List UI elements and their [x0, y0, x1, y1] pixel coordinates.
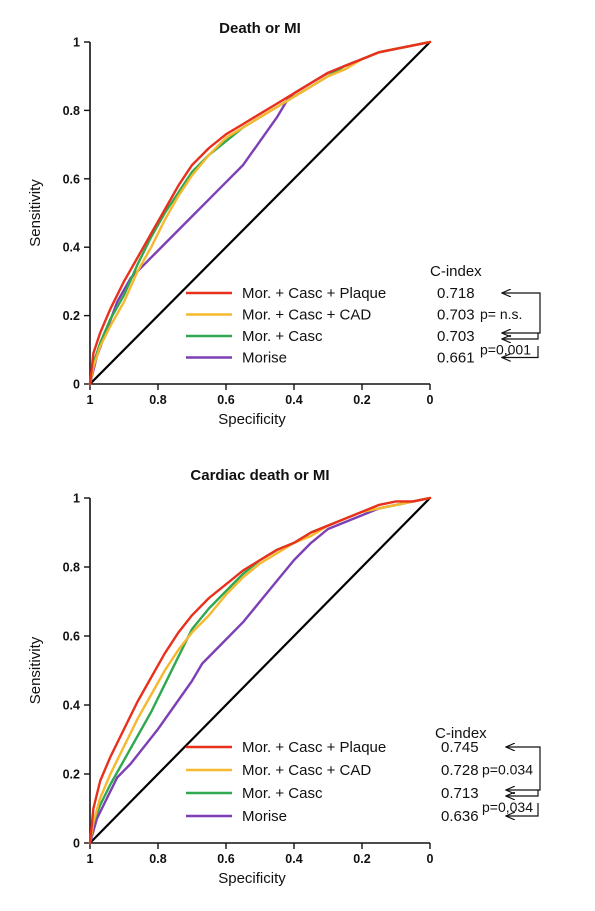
comparison-arrow-to [506, 754, 541, 790]
legend-label: Mor. + Casc + Plaque [242, 285, 386, 302]
x-tick-label: 0.6 [217, 852, 234, 866]
x-tick-label: 1 [87, 852, 94, 866]
reference-diagonal-line [89, 497, 431, 844]
y-tick-label: 0 [73, 378, 80, 392]
legend-label: Mor. + Casc [242, 785, 323, 802]
legend-label: Mor. + Casc + CAD [242, 307, 371, 324]
x-axis-label: Specificity [218, 870, 286, 887]
c-index-value: 0.713 [441, 785, 479, 802]
c-index-value: 0.745 [441, 739, 479, 756]
roc-curve-purple [88, 496, 432, 845]
x-tick-label: 0 [427, 393, 434, 407]
y-tick-label: 0.6 [63, 172, 80, 186]
x-tick-label: 0 [427, 852, 434, 866]
legend-label: Mor. + Casc [242, 328, 323, 345]
comparison-p-value: p=0.034 [482, 762, 533, 778]
legend-label: Mor. + Casc + Plaque [242, 739, 386, 756]
c-index-value: 0.661 [437, 350, 475, 367]
comparison-arrow-to [502, 300, 541, 333]
c-index-value: 0.703 [437, 328, 475, 345]
y-tick-label: 0 [73, 837, 80, 851]
y-axis-label: Sensitivity [27, 179, 44, 247]
y-tick-label: 1 [73, 492, 80, 506]
y-axis-label: Sensitivity [27, 636, 44, 704]
c-index-header: C-index [430, 263, 482, 280]
reference-diagonal-line [89, 41, 431, 385]
y-tick-label: 0.2 [63, 768, 80, 782]
y-tick-label: 0.4 [63, 699, 80, 713]
legend-label: Morise [242, 350, 287, 367]
legend-label: Morise [242, 808, 287, 825]
x-tick-label: 0.2 [353, 393, 370, 407]
roc-curve-red [88, 496, 432, 845]
comparison-p-value: p= n.s. [480, 306, 522, 322]
comparison-arrow-to [506, 803, 539, 816]
chart-title: Cardiac death or MI [190, 467, 329, 484]
c-index-value: 0.728 [441, 762, 479, 779]
x-tick-label: 1 [87, 393, 94, 407]
x-tick-label: 0.4 [285, 393, 302, 407]
legend-label: Mor. + Casc + CAD [242, 762, 371, 779]
c-index-value: 0.636 [441, 808, 479, 825]
comparison-arrow-from [506, 790, 539, 796]
c-index-header: C-index [435, 725, 487, 742]
y-tick-label: 1 [73, 36, 80, 50]
c-index-value: 0.718 [437, 285, 475, 302]
y-tick-label: 0.2 [63, 309, 80, 323]
comparison-arrow-from [502, 293, 541, 300]
y-tick-label: 0.4 [63, 241, 80, 255]
comparison-arrow-to [502, 346, 539, 358]
y-tick-label: 0.8 [63, 104, 80, 118]
x-tick-label: 0.2 [353, 852, 370, 866]
comparison-arrow-from [502, 333, 539, 339]
y-tick-label: 0.6 [63, 630, 80, 644]
x-tick-label: 0.4 [285, 852, 302, 866]
y-tick-label: 0.8 [63, 561, 80, 575]
roc-curve-red [88, 40, 432, 386]
chart-title: Death or MI [219, 20, 301, 37]
x-axis-label: Specificity [218, 411, 286, 428]
c-index-value: 0.703 [437, 307, 475, 324]
x-tick-label: 0.8 [149, 852, 166, 866]
comparison-p-value: p=0,001 [480, 341, 531, 357]
comparison-arrow-from [506, 747, 541, 754]
comparison-p-value: p=0,034 [482, 799, 533, 815]
x-tick-label: 0.8 [149, 393, 166, 407]
x-tick-label: 0.6 [217, 393, 234, 407]
